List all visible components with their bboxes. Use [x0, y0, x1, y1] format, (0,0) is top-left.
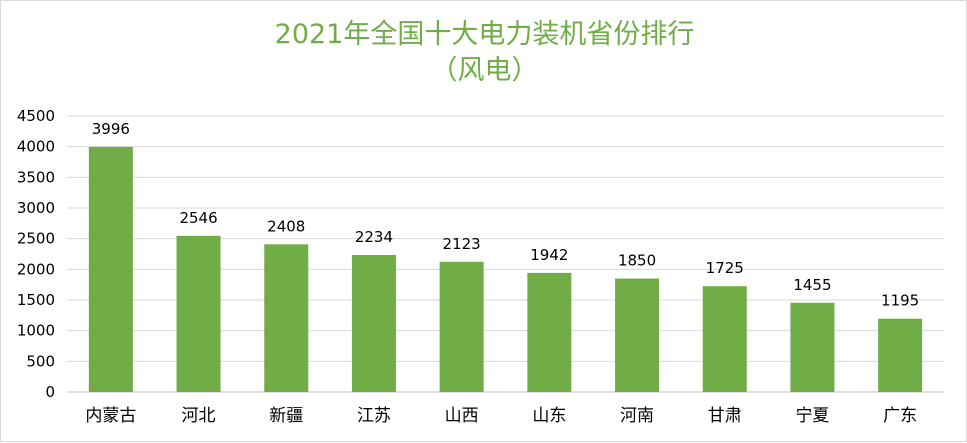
- data-label: 1195: [881, 292, 919, 310]
- y-tick-label: 2000: [17, 260, 55, 278]
- x-category-label: 山东: [532, 406, 566, 426]
- y-tick-label: 3000: [17, 199, 55, 217]
- data-label: 1850: [618, 252, 656, 270]
- bar: [351, 254, 396, 392]
- x-category-label: 甘肃: [708, 406, 742, 426]
- data-label: 3996: [92, 120, 130, 138]
- x-category-label: 河北: [182, 406, 216, 426]
- x-category-label: 江苏: [357, 406, 391, 426]
- y-tick-label: 3500: [17, 168, 55, 186]
- x-category-label: 河南: [620, 406, 654, 426]
- chart-title: 2021年全国十大电力装机省份排行: [274, 19, 695, 50]
- data-label: 1455: [793, 276, 831, 294]
- bar: [615, 278, 660, 392]
- data-label: 1725: [706, 259, 744, 277]
- chart-subtitle: （风电）: [430, 55, 539, 86]
- data-label: 2123: [443, 235, 481, 253]
- data-label: 2546: [179, 209, 217, 227]
- x-category-label: 新疆: [269, 406, 303, 426]
- y-tick-label: 1500: [17, 291, 55, 309]
- y-tick-label: 0: [45, 383, 55, 401]
- y-tick-label: 4500: [17, 107, 55, 125]
- y-tick-label: 2500: [17, 230, 55, 248]
- bar: [878, 318, 923, 392]
- bar: [176, 235, 221, 392]
- y-tick-label: 500: [26, 352, 55, 370]
- bar: [790, 302, 835, 392]
- bar: [88, 146, 133, 392]
- bar: [439, 261, 484, 392]
- data-label: 2408: [267, 217, 305, 235]
- x-category-label: 山西: [445, 406, 479, 426]
- data-label: 2234: [355, 228, 393, 246]
- bar: [702, 286, 747, 392]
- x-category-label: 宁夏: [795, 406, 829, 426]
- bar: [264, 244, 309, 392]
- y-tick-label: 1000: [17, 322, 55, 340]
- x-category-label: 广东: [883, 406, 917, 426]
- data-label: 1942: [530, 246, 568, 264]
- y-tick-label: 4000: [17, 138, 55, 156]
- x-category-label: 内蒙古: [85, 406, 136, 426]
- bar: [527, 272, 572, 392]
